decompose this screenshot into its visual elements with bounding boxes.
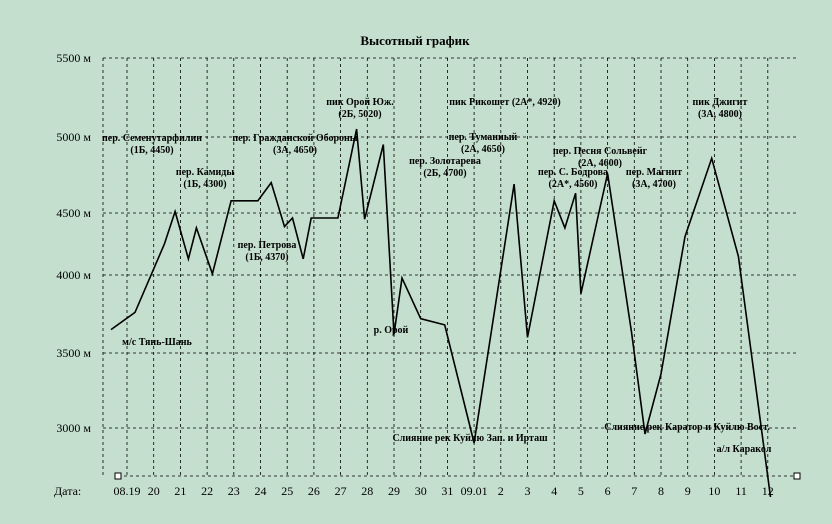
- annotation-label: пик Рикошет (2А*, 4920): [449, 97, 560, 108]
- annotation-label: Слияние рек Каратор и Куйлю Вост.: [604, 422, 770, 433]
- x-tick-label: 25: [281, 484, 293, 498]
- x-tick-label: 6: [605, 484, 611, 498]
- x-tick-label: 27: [335, 484, 347, 498]
- chart-series: [110, 128, 772, 498]
- annotation-label: пер. Магнит: [626, 167, 682, 178]
- elevation-line: [110, 128, 772, 498]
- annotation-label: пер. С. Бодрова: [538, 167, 608, 178]
- annotation-label: пер. Песня Сольвейг: [553, 146, 648, 157]
- annotation-label: Слияние рек Куйлю Зап. и Ирташ: [392, 433, 548, 444]
- y-tick-label: 3000 м: [56, 421, 91, 435]
- annotation-label: пер. Туманный: [449, 132, 518, 143]
- y-tick-label: 3500 м: [56, 346, 91, 360]
- x-tick-label: 20: [148, 484, 160, 498]
- x-tick-label: 2: [498, 484, 504, 498]
- annotation-label: м/с Тянь-Шань: [122, 337, 192, 348]
- x-tick-label: 4: [551, 484, 557, 498]
- x-tick-label: 7: [631, 484, 637, 498]
- x-tick-label: 10: [708, 484, 720, 498]
- x-tick-label: 31: [441, 484, 453, 498]
- y-tick-label: 5500 м: [56, 51, 91, 65]
- annotation-label: (3А, 4650): [273, 145, 317, 156]
- y-tick-label: 4000 м: [56, 268, 91, 282]
- y-tick-label: 5000 м: [56, 130, 91, 144]
- y-tick-label: 4500 м: [56, 206, 91, 220]
- annotation-label: пик Джигит: [693, 97, 748, 108]
- annotation-label: (3А, 4800): [698, 109, 742, 120]
- annotation-label: (2Б, 5020): [338, 109, 381, 120]
- annotation-label: р. Орой: [374, 325, 409, 336]
- annotation-label: (1Б, 4300): [183, 179, 226, 190]
- annotation-label: (2А*, 4560): [549, 179, 598, 190]
- x-tick-label: 26: [308, 484, 320, 498]
- annotation-label: (3А, 4700): [632, 179, 676, 190]
- x-tick-label: 08.19: [114, 484, 141, 498]
- chart-title: Высотный график: [360, 33, 470, 48]
- x-tick-label: 24: [255, 484, 267, 498]
- annotation-label: пер. Семенутарфилин: [102, 133, 202, 144]
- x-tick-label: 5: [578, 484, 584, 498]
- x-tick-label: 30: [415, 484, 427, 498]
- x-tick-label: 8: [658, 484, 664, 498]
- annotation-label: пер. Золотарева: [409, 156, 481, 167]
- annotation-label: (2А, 4600): [578, 158, 622, 169]
- chart-grid: [103, 57, 797, 476]
- x-tick-label: 11: [735, 484, 747, 498]
- annotation-label: пер. Гражданской Обороны: [232, 133, 357, 144]
- annotation-label: пер. Петрова: [238, 240, 297, 251]
- x-tick-label: 9: [685, 484, 691, 498]
- x-tick-label: 09.01: [461, 484, 488, 498]
- x-tick-label: 3: [525, 484, 531, 498]
- annotation-label: пик Орой Юж.: [326, 97, 394, 108]
- x-tick-label: 22: [201, 484, 213, 498]
- axis-start-marker: [114, 472, 122, 480]
- x-tick-label: 29: [388, 484, 400, 498]
- axis-end-marker: [793, 472, 801, 480]
- chart-annotations: м/с Тянь-Шань пер. Семенутарфилин(1Б, 445…: [102, 97, 772, 455]
- annotation-label: пер. Камиды: [176, 167, 235, 178]
- x-axis-label: Дата:: [54, 484, 81, 498]
- x-tick-label: 23: [228, 484, 240, 498]
- annotation-label: а/л Каракол: [717, 444, 772, 455]
- x-tick-label: 21: [174, 484, 186, 498]
- annotation-label: (2А, 4650): [461, 144, 505, 155]
- annotation-label: (2Б, 4700): [423, 168, 466, 179]
- annotation-label: (1Б, 4450): [130, 145, 173, 156]
- x-tick-label: 28: [361, 484, 373, 498]
- annotation-label: (1Б, 4370): [245, 252, 288, 263]
- x-tick-label: 12: [762, 484, 774, 498]
- chart-axes: 5500 м 5000 м 4500 м 4000 м 3500 м 3000 м 08.1…: [56, 51, 801, 498]
